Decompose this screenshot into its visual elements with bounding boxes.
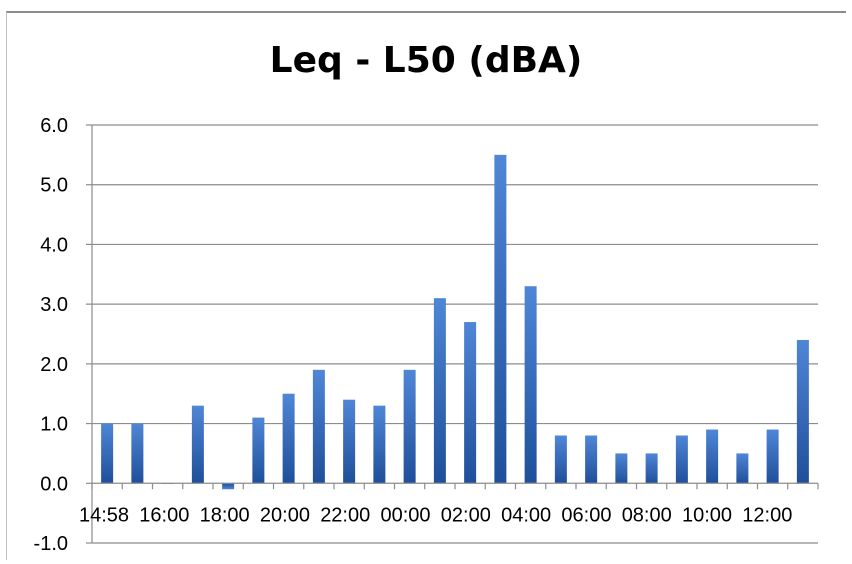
y-tick-label: 4.0 — [40, 234, 68, 256]
x-tick-label: 18:00 — [200, 504, 250, 526]
y-tick-label: 6.0 — [40, 115, 68, 137]
bar — [131, 423, 144, 484]
bar — [615, 453, 628, 484]
bar — [524, 286, 537, 484]
bar — [585, 435, 598, 484]
bar — [312, 369, 325, 484]
bar — [675, 435, 688, 484]
x-tick-label: 22:00 — [320, 504, 370, 526]
bar — [796, 339, 809, 484]
gridlines — [92, 124, 818, 544]
x-tick-label: 08:00 — [622, 504, 672, 526]
bar — [464, 322, 477, 484]
bar — [282, 393, 295, 484]
x-tick-label: 12:00 — [742, 504, 792, 526]
x-tick-label: 00:00 — [381, 504, 431, 526]
bar — [343, 399, 356, 484]
y-tick-label: -1.0 — [34, 533, 68, 555]
bar — [494, 154, 507, 484]
y-tick-label: 3.0 — [40, 294, 68, 316]
x-tick-label: 04:00 — [501, 504, 551, 526]
x-tick-label: 06:00 — [561, 504, 611, 526]
y-tick-label: 2.0 — [40, 354, 68, 376]
y-tick-label: 0.0 — [40, 473, 68, 495]
chart-frame — [6, 11, 846, 560]
bar — [252, 417, 265, 484]
chart-title: Leq - L50 (dBA) — [269, 40, 583, 81]
x-tick-label: 02:00 — [441, 504, 491, 526]
x-tick-label: 14:58 — [79, 504, 129, 526]
bars — [101, 154, 809, 490]
x-tick-label: 16:00 — [139, 504, 189, 526]
x-axis: 14:58 16:00 18:00 20:00 22:00 00:00 02:00 04:00… — [79, 482, 819, 526]
bar — [433, 298, 446, 484]
bar — [191, 405, 204, 484]
bar — [554, 435, 567, 484]
bar — [736, 453, 749, 484]
bar — [403, 369, 416, 484]
bar — [222, 483, 235, 490]
x-tick-label: 10:00 — [682, 504, 732, 526]
y-axis: -1.0 0.0 1.0 2.0 3.0 4.0 5.0 6.0 — [34, 115, 93, 555]
bar — [645, 453, 658, 484]
bar — [706, 429, 719, 484]
bar — [101, 423, 114, 484]
y-tick-label: 1.0 — [40, 414, 68, 436]
bar — [766, 429, 779, 484]
x-tick-label: 20:00 — [260, 504, 310, 526]
y-tick-label: 5.0 — [40, 175, 68, 197]
bar — [373, 405, 386, 484]
